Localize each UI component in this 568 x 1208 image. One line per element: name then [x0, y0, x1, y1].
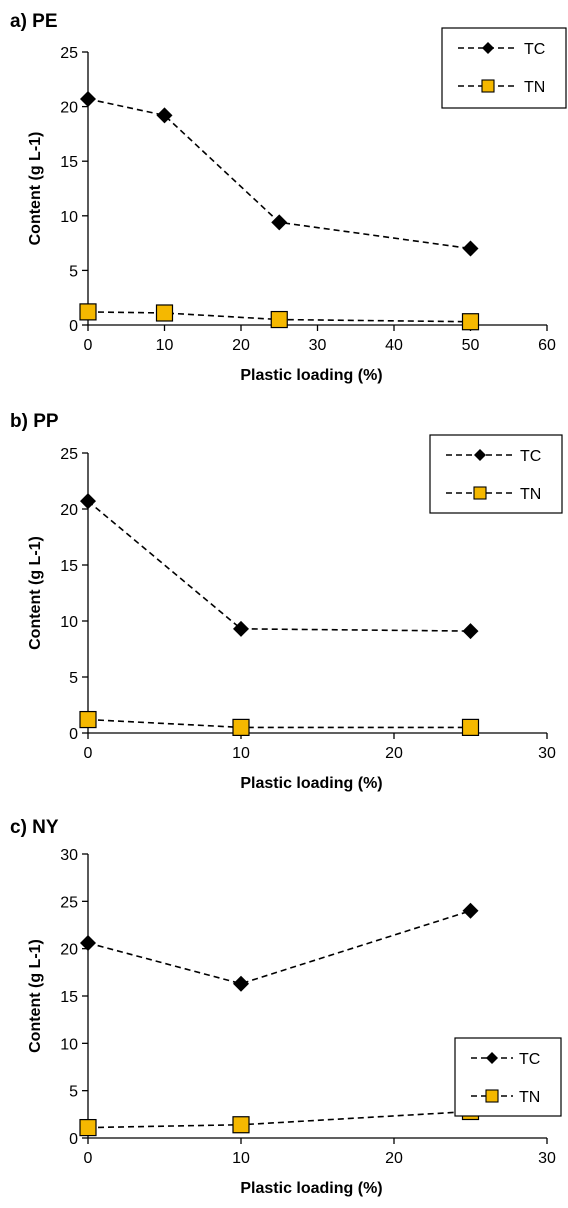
y-tick-label: 25: [60, 894, 78, 911]
legend-label-tn: TN: [520, 486, 541, 503]
x-tick-label: 10: [156, 337, 174, 354]
y-axis-label: Content (g L-1): [27, 536, 44, 650]
data-point-tn: [461, 313, 480, 331]
x-tick-label: 30: [309, 337, 327, 354]
y-axis-label: Content (g L-1): [27, 939, 44, 1053]
y-tick-label: 20: [60, 100, 78, 117]
x-axis-label: Plastic loading (%): [240, 367, 382, 384]
legend-box: [429, 434, 563, 514]
chart-ny-svg: c) NY 0 5 10 15 20 25 30 0 10 20 30 Plastic loading …: [10, 817, 562, 1197]
x-tick-label: 20: [385, 745, 403, 762]
chart-pp-svg: b) PP 0 5 10 15 20 25 0 10 20 30 Plastic loading (%…: [10, 411, 563, 792]
data-point-tn: [232, 1116, 250, 1134]
legend-marker-tc: [482, 42, 494, 54]
data-point-tn: [79, 710, 97, 729]
x-axis-label: Plastic loading (%): [240, 775, 382, 792]
data-point-tc: [80, 934, 96, 951]
x-tick-label: 40: [385, 337, 403, 354]
data-point-tc: [271, 214, 288, 231]
legend-label-tc: TC: [524, 41, 545, 58]
y-tick-label: 5: [69, 670, 78, 687]
chart-panel-pp: b) PP 0 5 10 15 20 25 0 10 20 30 Plastic loading (%…: [0, 405, 568, 805]
x-tick-label: 10: [232, 1150, 250, 1167]
x-tick-label: 0: [84, 1150, 93, 1167]
y-tick-label: 15: [60, 154, 78, 171]
chart-title: a) PE: [10, 11, 58, 32]
legend-label-tn: TN: [524, 79, 545, 96]
y-tick-label: 30: [60, 847, 78, 864]
series-line-tc: [87, 500, 471, 632]
chart-title: b) PP: [10, 411, 59, 432]
series-line-tn: [87, 1110, 471, 1129]
x-tick-label: 10: [232, 745, 250, 762]
legend-marker-tn: [481, 79, 495, 93]
legend-label-tc: TC: [519, 1051, 540, 1068]
x-tick-label: 60: [538, 337, 556, 354]
data-point-tc: [462, 623, 479, 640]
y-tick-label: 5: [69, 1084, 78, 1101]
legend: TC TN: [441, 27, 567, 109]
data-point-tn: [270, 310, 288, 329]
legend-box: [441, 27, 567, 109]
data-point-tc: [80, 493, 96, 510]
x-tick-label: 30: [538, 745, 556, 762]
x-tick-label: 50: [462, 337, 480, 354]
x-tick-label: 20: [232, 337, 250, 354]
data-point-tc: [462, 902, 479, 919]
legend-label-tn: TN: [519, 1089, 540, 1106]
y-tick-label: 20: [60, 502, 78, 519]
x-axis-label: Plastic loading (%): [240, 1180, 382, 1197]
data-point-tc: [233, 620, 249, 637]
x-tick-label: 0: [84, 745, 93, 762]
y-tick-label: 15: [60, 558, 78, 575]
legend-marker-tc: [474, 449, 486, 461]
y-tick-label: 15: [60, 989, 78, 1006]
legend: TC TN: [429, 434, 563, 514]
y-tick-label: 10: [60, 614, 78, 631]
y-tick-label: 5: [69, 263, 78, 280]
x-tick-label: 0: [84, 337, 93, 354]
data-point-tn: [232, 718, 250, 736]
data-point-tc: [156, 107, 173, 124]
y-tick-label: 10: [60, 1036, 78, 1053]
y-tick-label: 25: [60, 45, 78, 62]
series-line-tc: [87, 98, 471, 250]
y-tick-label: 0: [69, 318, 78, 335]
data-point-tn: [79, 303, 97, 321]
y-tick-label: 0: [69, 1131, 78, 1148]
series-line-tn: [87, 718, 471, 729]
series-line-tn: [87, 311, 471, 323]
data-point-tn: [79, 1118, 97, 1137]
y-axis-label: Content (g L-1): [27, 132, 44, 246]
data-point-tn: [461, 718, 480, 736]
chart-title: c) NY: [10, 817, 59, 838]
data-point-tc: [462, 240, 479, 257]
legend-box: [454, 1037, 562, 1117]
chart-pe-svg: a) PE 0 5 10 15 20 25 0 10 20 30 40 50 60 Plastic load…: [10, 11, 567, 384]
y-tick-label: 0: [69, 726, 78, 743]
data-point-tc: [233, 975, 249, 992]
data-point-tn: [155, 304, 174, 322]
y-tick-label: 20: [60, 942, 78, 959]
legend: TC TN: [454, 1037, 562, 1117]
legend-marker-tc: [486, 1052, 498, 1064]
legend-label-tc: TC: [520, 448, 541, 465]
chart-panel-ny: c) NY 0 5 10 15 20 25 30 0 10 20 30 Plastic loading …: [0, 808, 568, 1208]
chart-panel-pe: a) PE 0 5 10 15 20 25 0 10 20 30 40 50 60 Plastic load…: [0, 0, 568, 400]
y-tick-label: 10: [60, 209, 78, 226]
y-tick-label: 25: [60, 446, 78, 463]
legend-marker-tn: [485, 1089, 499, 1103]
x-tick-label: 30: [538, 1150, 556, 1167]
x-tick-label: 20: [385, 1150, 403, 1167]
legend-marker-tn: [473, 486, 487, 500]
series-line-tc: [87, 910, 471, 985]
data-point-tc: [80, 90, 96, 107]
